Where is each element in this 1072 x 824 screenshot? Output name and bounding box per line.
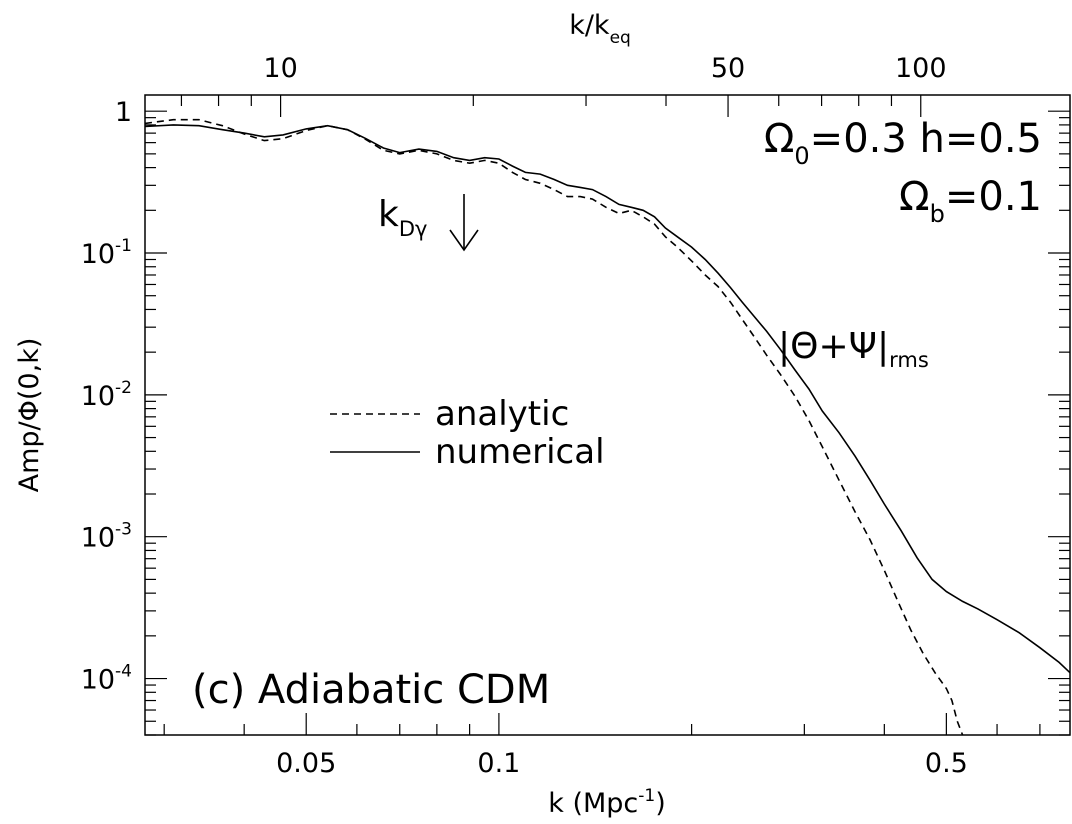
damping-arrow-head xyxy=(449,229,479,252)
amplitude-label-main: |Θ+Ψ| xyxy=(778,326,889,367)
omega0-subscript: 0 xyxy=(794,142,809,170)
axis-ticks: 110-110-210-310-40.05 0.1 0.510 50 100 xyxy=(81,53,1070,779)
y-tick-label-base: 10 xyxy=(81,665,115,696)
y-axis-title: Amp/Φ(0,k) xyxy=(14,338,45,493)
x-tick-label: 0.1 xyxy=(477,748,520,779)
amplitude-label: |Θ+Ψ|rms xyxy=(778,326,929,372)
top-tick-label: 100 xyxy=(895,53,947,84)
series-analytic-line xyxy=(145,118,964,735)
legend: analytic numerical xyxy=(330,394,605,472)
omegab-symbol: Ω xyxy=(899,174,930,220)
top-tick-label: 10 xyxy=(263,53,297,84)
damping-scale-arrow xyxy=(449,194,479,252)
x-axis-title: k (Mpc-1) xyxy=(548,786,666,819)
y-tick-label: 10-1 xyxy=(81,236,132,270)
omegab-annotation: Ωb=0.1 xyxy=(899,174,1042,228)
y-tick-label-exponent: -1 xyxy=(115,236,132,256)
omega0-symbol: Ω xyxy=(764,116,795,162)
x-tick-label: 0.05 xyxy=(276,748,336,779)
series-layer xyxy=(145,118,1070,735)
omega0-annotation: Ω0=0.3 h=0.5 xyxy=(764,116,1042,170)
legend-numerical-label: numerical xyxy=(435,432,605,472)
y-tick-label-exponent: -3 xyxy=(115,520,132,540)
top-axis-title: k/keq xyxy=(569,10,631,48)
x-axis-label-close: ) xyxy=(655,788,666,819)
legend-analytic-label: analytic xyxy=(435,394,569,434)
x-tick-label: 0.5 xyxy=(925,748,968,779)
omegab-value: =0.1 xyxy=(945,174,1042,220)
y-tick-label-base: 10 xyxy=(81,523,115,554)
y-tick-label-base: 1 xyxy=(115,97,132,128)
y-tick-label: 10-4 xyxy=(81,662,132,696)
omegab-subscript: b xyxy=(930,200,945,228)
y-tick-label: 10-2 xyxy=(81,378,132,412)
damping-scale-subscript: Dγ xyxy=(399,217,428,241)
plot-frame xyxy=(144,94,1071,736)
x-axis-label: k (Mpc xyxy=(548,788,638,819)
damping-scale-label: kDγ xyxy=(378,194,427,241)
top-axis-label-subscript: eq xyxy=(610,28,631,48)
y-tick-label-exponent: -2 xyxy=(115,378,132,398)
amplitude-label-subscript: rms xyxy=(889,348,929,372)
top-axis-label: k/k xyxy=(569,10,610,41)
panel-label: (c) Adiabatic CDM xyxy=(192,667,550,713)
top-tick-label: 50 xyxy=(711,53,745,84)
y-tick-label: 1 xyxy=(115,97,132,128)
omega0-value: =0.3 h=0.5 xyxy=(810,116,1042,162)
y-tick-label-exponent: -4 xyxy=(115,662,132,682)
y-tick-label: 10-3 xyxy=(81,520,132,554)
y-tick-label-base: 10 xyxy=(81,381,115,412)
x-axis-label-exponent: -1 xyxy=(638,786,655,806)
y-tick-label-base: 10 xyxy=(81,239,115,270)
damping-scale-base: k xyxy=(378,194,399,235)
